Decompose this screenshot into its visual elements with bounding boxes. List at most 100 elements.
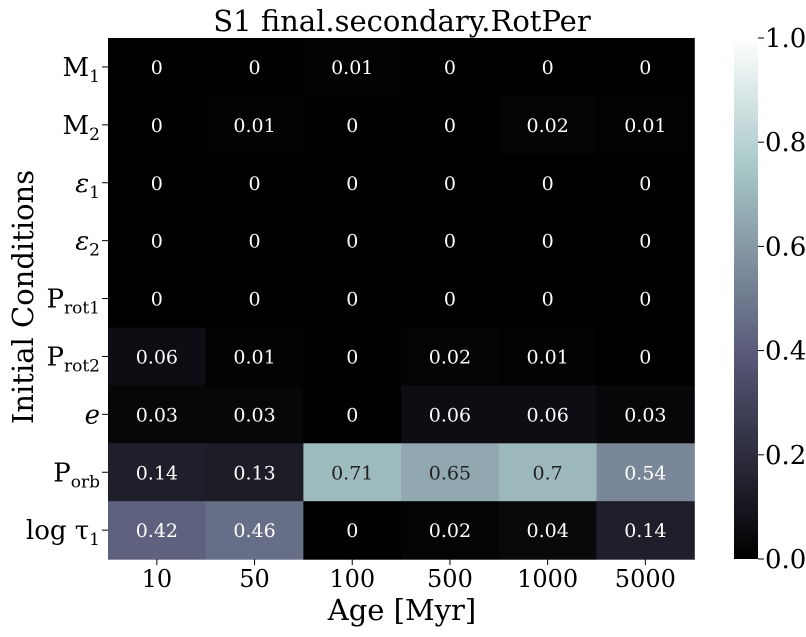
- chart-title: S1 final.secondary.RotPer: [213, 4, 591, 38]
- heatmap-cell: [401, 95, 500, 155]
- x-tick-label: 500: [427, 565, 473, 593]
- colorbar-tick-label: 0.4: [765, 337, 806, 367]
- y-tick-label: Porb: [53, 458, 100, 492]
- cell-value-label: 0.02: [429, 520, 471, 542]
- y-tick-label: Prot2: [46, 342, 100, 376]
- cell-value-label: 0: [639, 289, 651, 311]
- heatmap-cell: [303, 443, 402, 502]
- cell-value-label: 0: [249, 173, 261, 195]
- colorbar-tick-label: 0.2: [765, 441, 806, 471]
- heatmap-cell: [498, 269, 598, 329]
- cell-value-label: 0.03: [233, 404, 275, 426]
- heatmap-cell: [108, 501, 207, 560]
- heatmap-cell: [303, 385, 402, 444]
- x-tick-label: 1000: [517, 565, 578, 593]
- cell-value-label: 0.42: [136, 520, 178, 542]
- heatmap-cell: [498, 385, 598, 444]
- cell-value-label: 0.06: [136, 346, 178, 368]
- cell-value-label: 0: [444, 289, 456, 311]
- heatmap-cell: [303, 269, 402, 329]
- x-tick-label: 100: [329, 565, 375, 593]
- x-tick-label: 5000: [615, 565, 676, 593]
- x-tick-label: 10: [142, 565, 173, 593]
- heatmap-cell: [205, 38, 304, 97]
- heatmap-cell: [596, 385, 695, 444]
- heatmap-cell: [303, 327, 402, 386]
- cell-value-label: 0: [249, 231, 261, 253]
- cell-value-label: 0: [346, 173, 358, 195]
- cell-value-label: 0: [346, 289, 358, 311]
- heatmap-cell: [303, 211, 402, 271]
- heatmap-cell: [498, 211, 598, 271]
- colorbar-gradient: [734, 38, 758, 559]
- cell-value-label: 0: [151, 231, 163, 253]
- heatmap-cell: [108, 269, 207, 329]
- cell-value-label: 0.14: [624, 520, 666, 542]
- heatmap-cell: [205, 385, 304, 444]
- cell-value-label: 0: [346, 231, 358, 253]
- y-tick-label: ε1: [75, 169, 100, 203]
- cell-value-label: 0.01: [233, 346, 275, 368]
- heatmap-cell: [108, 443, 207, 502]
- heatmap-cell: [205, 153, 304, 213]
- y-tick-label: log τ1: [26, 516, 100, 550]
- colorbar-tick-label: 0.6: [765, 232, 806, 262]
- heatmap-cell: [498, 443, 598, 502]
- heatmap-cells: 0 0 0.01 0 0 0 0 0.01 0 0 0.02 0.01 0 0 0 0 0 0 0 0 0 0 0 0 0 0 0 0…: [108, 38, 695, 560]
- cell-value-label: 0.01: [233, 115, 275, 137]
- cell-value-label: 0: [346, 346, 358, 368]
- cell-value-label: 0: [151, 173, 163, 195]
- cell-value-label: 0: [542, 173, 554, 195]
- heatmap-cell: [205, 95, 304, 155]
- cell-value-label: 0.02: [526, 115, 568, 137]
- cell-value-label: 0: [639, 231, 651, 253]
- cell-value-label: 0.06: [526, 404, 568, 426]
- y-axis: M1 M2 ε1 ε2 Prot1 Prot2 e Porb log τ1: [26, 53, 108, 550]
- heatmap-cell: [108, 327, 207, 386]
- cell-value-label: 0: [444, 57, 456, 79]
- heatmap-cell: [401, 443, 500, 502]
- heatmap-cell: [401, 269, 500, 329]
- colorbar-tick-label: 0.0: [765, 545, 806, 575]
- cell-value-label: 0.54: [624, 462, 666, 484]
- heatmap-cell: [108, 385, 207, 444]
- heatmap-cell: [401, 153, 500, 213]
- colorbar-tick-label: 1.0: [765, 24, 806, 54]
- x-tick-label: 50: [239, 565, 270, 593]
- cell-value-label: 0: [151, 57, 163, 79]
- y-tick-label: ε2: [75, 227, 100, 261]
- cell-value-label: 0: [542, 289, 554, 311]
- cell-value-label: 0: [151, 115, 163, 137]
- heatmap-cell: [205, 211, 304, 271]
- cell-value-label: 0: [346, 404, 358, 426]
- heatmap-cell: [205, 501, 304, 560]
- heatmap-cell: [303, 501, 402, 560]
- colorbar-tick-label: 0.8: [765, 128, 806, 158]
- cell-value-label: 0: [444, 231, 456, 253]
- heatmap-cell: [108, 95, 207, 155]
- heatmap-cell: [498, 327, 598, 386]
- heatmap-cell: [596, 95, 695, 155]
- cell-value-label: 0.14: [136, 462, 178, 484]
- cell-value-label: 0.71: [331, 462, 373, 484]
- cell-value-label: 0: [346, 115, 358, 137]
- x-axis-label: Age [Myr]: [327, 593, 476, 627]
- heatmap-cell: [596, 38, 695, 97]
- cell-value-label: 0.03: [136, 404, 178, 426]
- heatmap-cell: [401, 38, 500, 97]
- heatmap-cell: [205, 269, 304, 329]
- heatmap-cell: [303, 153, 402, 213]
- y-tick-label: M1: [63, 53, 100, 87]
- cell-value-label: 0.01: [526, 346, 568, 368]
- cell-value-label: 0.65: [429, 462, 471, 484]
- cell-value-label: 0: [346, 520, 358, 542]
- heatmap-cell: [401, 501, 500, 560]
- heatmap-cell: [596, 443, 695, 502]
- cell-value-label: 0: [639, 346, 651, 368]
- cell-value-label: 0: [444, 115, 456, 137]
- cell-value-label: 0: [639, 173, 651, 195]
- heatmap-cell: [596, 269, 695, 329]
- cell-value-label: 0: [542, 231, 554, 253]
- y-axis-label: Initial Conditions: [6, 170, 40, 424]
